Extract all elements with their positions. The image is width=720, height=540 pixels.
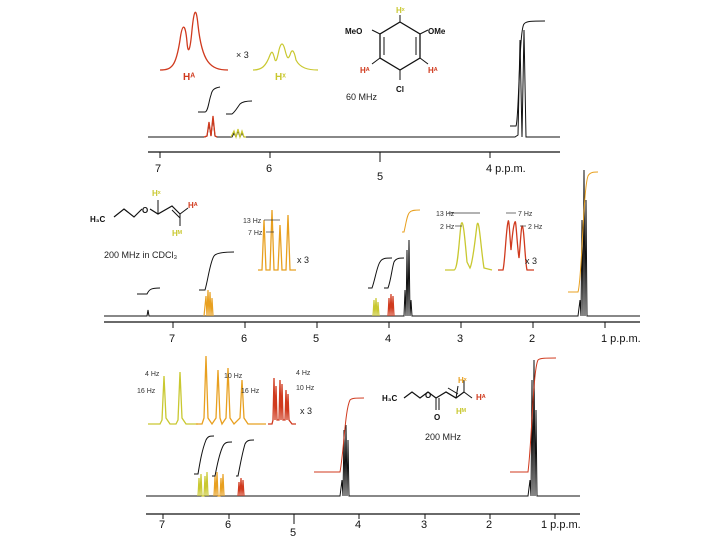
panel3-peak-orange (213, 471, 225, 497)
panel2-right-j2b: 2 Hz (528, 224, 543, 231)
panel3-label-c10: 10 Hz (296, 385, 315, 392)
panel2-ticks (172, 322, 606, 328)
panel3-spectrum (146, 359, 580, 497)
panel2-peak-yellow (372, 297, 380, 317)
panel1-tick-4: 4 p.p.m. (486, 163, 526, 175)
panel3-tick-4: 4 (355, 519, 361, 531)
panel3-mol-hm: Hᴹ (456, 407, 466, 416)
panel2-tick-2: 2 (529, 333, 535, 345)
panel1-molecule (371, 15, 429, 80)
panel2-inset-right-yellow (445, 222, 493, 271)
panel3-freq: 200 MHz (425, 432, 462, 442)
panel1-mol-ha-right: Hᴬ (428, 66, 438, 75)
panel3-tick-6: 6 (225, 519, 231, 531)
panel2-integral-b (199, 251, 235, 291)
panel2-left-mult: x 3 (297, 255, 309, 265)
panel3-mol-carbonyl-o: O (434, 413, 440, 422)
panel1-integral-2 (226, 100, 253, 115)
panel2-tick-6: 6 (241, 333, 247, 345)
panel2-peak-red (387, 293, 395, 317)
panel3-tick-7: 7 (159, 519, 165, 531)
panel1-HA-peak (203, 115, 218, 138)
panel1-integral-3 (510, 20, 546, 127)
panel3-integral-a (194, 435, 215, 475)
panel3-label-b10: 10 Hz (224, 373, 243, 380)
panel3-tick-1: 1 p.p.m. (541, 519, 581, 531)
panel1-mol-meo: MeO (345, 27, 362, 36)
panel1-spectrum (148, 29, 560, 139)
panel2-mol-ha: Hᴬ (188, 201, 198, 210)
panel2-inset-left (258, 209, 296, 271)
panel3-integral-e (510, 357, 557, 473)
panel3-tick-3: 3 (421, 519, 427, 531)
panel3-label-a16: 16 Hz (137, 388, 156, 395)
panel2-molecule (113, 200, 189, 226)
panel3-mol-ha: Hᴬ (476, 393, 486, 402)
panel2-integral-a (137, 287, 161, 295)
panel2-integral-e (402, 209, 421, 233)
panel-3: 7 6 5 4 3 2 1 p.p.m. 4 Hz 16 Hz 10 Hz 16… (137, 355, 581, 539)
panel2-left-j13: 13 Hz (243, 218, 262, 225)
panel3-inset-orange (196, 355, 266, 426)
panel3-inset-yellow (148, 371, 198, 425)
panel2-right-j13: 13 Hz (436, 211, 455, 218)
panel1-ticks (159, 152, 491, 162)
panel2-mol-o: O (142, 206, 148, 215)
panel1-mol-ome: OMe (428, 27, 446, 36)
panel2-integral-f (568, 171, 599, 293)
panel3-ticks (162, 514, 556, 524)
panel2-mol-h3c: H₃C (90, 215, 105, 224)
panel3-label-c4: 4 Hz (296, 370, 311, 377)
panel2-tick-5: 5 (313, 333, 319, 345)
panel3-integral-d (314, 397, 365, 473)
panel2-right-j2a: 2 Hz (440, 224, 455, 231)
panel3-tick-2: 2 (486, 519, 492, 531)
panel3-mol-h3c: H₃C (382, 394, 397, 403)
panel2-tick-3: 3 (457, 333, 463, 345)
panel-1: 7 6 5 4 p.p.m. Hᴬ × 3 Hˣ MeO (148, 6, 560, 183)
panel1-inset-HA-label: Hᴬ (183, 72, 195, 83)
panel3-label-a4: 4 Hz (145, 371, 160, 378)
panel3-integral-c (236, 439, 255, 477)
panel1-mol-hx: Hˣ (396, 6, 405, 15)
panel2-left-j7: 7 Hz (248, 230, 263, 237)
panel3-peak-red (237, 477, 245, 497)
panel1-multiplier: × 3 (236, 50, 249, 60)
panel2-spectrum (104, 169, 640, 317)
panel3-molecule (403, 380, 473, 410)
panel2-tick-4: 4 (385, 333, 391, 345)
panel3-inset-red (268, 377, 296, 425)
panel1-inset-HX (252, 43, 319, 71)
panel1-freq: 60 MHz (346, 92, 378, 102)
panel3-tick-5: 5 (290, 527, 296, 539)
panel2-freq: 200 MHz in CDCl₃ (104, 250, 178, 260)
panel2-tick-7: 7 (169, 333, 175, 345)
panel2-integral-d (384, 257, 405, 289)
panel2-tick-1: 1 p.p.m. (601, 333, 641, 345)
panel1-inset-HX-label: Hˣ (275, 72, 286, 83)
panel2-mol-hm: Hᴹ (172, 229, 182, 238)
panel2-integral-c (368, 257, 393, 289)
panel2-right-mult: x 3 (525, 256, 537, 266)
panel1-tick-5: 5 (377, 171, 383, 183)
panel2-mol-hx: Hˣ (152, 189, 161, 198)
panel1-mol-cl: Cl (396, 85, 404, 94)
panel1-inset-HA (159, 11, 229, 71)
panel1-integral-1 (198, 86, 221, 113)
panel1-tick-6: 6 (266, 163, 272, 175)
panel1-mol-ha-left: Hᴬ (360, 66, 370, 75)
panel3-peak-yellow (197, 471, 209, 497)
panel1-tick-7: 7 (155, 163, 161, 175)
panel3-mol-hx: Hˣ (458, 376, 467, 385)
panel3-mol-o: O (425, 391, 431, 400)
panel3-integral-b (212, 441, 233, 477)
panel2-peak-orange (203, 289, 214, 317)
panel1-HX-peak (230, 128, 246, 140)
panel3-label-b16: 16 Hz (241, 388, 260, 395)
panel2-right-j7: 7 Hz (518, 211, 533, 218)
panel-2: 7 6 5 4 3 2 1 p.p.m. 13 Hz 7 Hz x 3 13 H… (90, 169, 641, 345)
panel3-mult: x 3 (300, 406, 312, 416)
